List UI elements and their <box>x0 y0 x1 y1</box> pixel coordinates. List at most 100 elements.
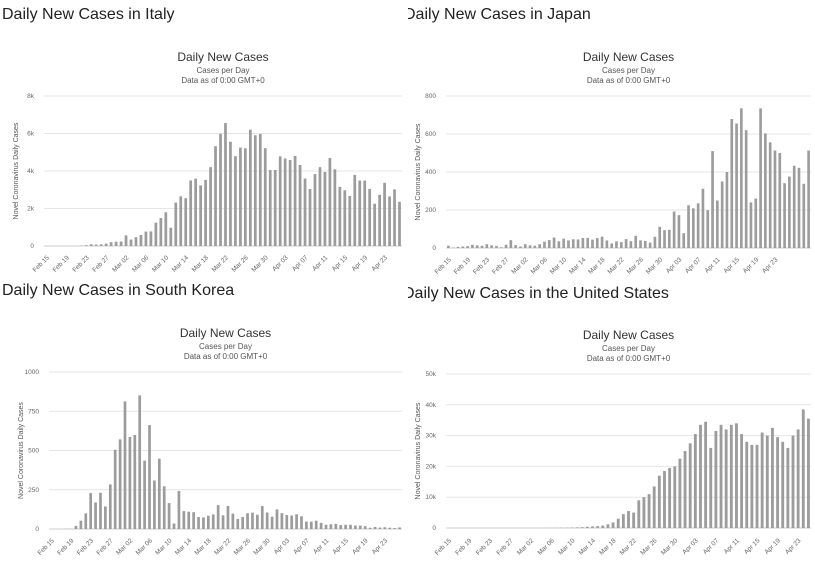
bar <box>373 203 377 246</box>
bar <box>740 108 743 248</box>
bar <box>461 246 465 248</box>
bar <box>184 198 188 246</box>
bar <box>149 231 153 246</box>
x-tick-label: Apr 15 <box>723 256 742 275</box>
bar <box>801 409 805 528</box>
bar <box>567 240 570 248</box>
x-tick-label: Apr 11 <box>723 537 741 555</box>
x-tick-label: Apr 23 <box>371 537 390 556</box>
x-tick-label: Apr 23 <box>371 254 390 273</box>
bar <box>696 203 700 248</box>
x-tick-label: Mar 14 <box>174 537 194 557</box>
bar <box>169 227 173 246</box>
x-tick-label: Mar 26 <box>233 537 253 557</box>
x-tick-label: Feb 27 <box>495 537 515 557</box>
chart-panel-italy: Daily New Cases in Italy Daily New Cases… <box>0 0 407 282</box>
bar <box>466 246 469 248</box>
bar <box>730 118 734 249</box>
x-tick-label: Mar 30 <box>252 537 272 557</box>
bar <box>343 190 347 246</box>
bar <box>557 241 561 248</box>
bar <box>807 150 810 248</box>
bar <box>538 244 541 248</box>
bar <box>788 176 791 248</box>
bar <box>485 244 489 248</box>
bar <box>275 509 279 530</box>
bar <box>637 500 641 528</box>
y-tick-label: 30k <box>426 433 437 440</box>
bar <box>580 527 584 528</box>
bar <box>273 170 277 246</box>
bar <box>368 188 372 246</box>
bar <box>172 523 176 529</box>
bar <box>447 245 450 248</box>
bar <box>253 135 257 246</box>
bar <box>354 525 357 529</box>
x-tick-label: Mar 22 <box>606 256 626 276</box>
chart-heading: Daily New Cases in South Korea <box>2 282 235 299</box>
bar <box>324 524 328 529</box>
bar <box>678 458 682 528</box>
bar <box>802 183 806 248</box>
bar <box>688 443 692 528</box>
bar <box>368 527 372 529</box>
bar <box>293 155 297 246</box>
bar <box>157 458 161 529</box>
x-tick-label: Mar 06 <box>131 254 151 274</box>
bar <box>760 432 764 528</box>
bar <box>792 165 796 248</box>
x-tick-label: Apr 11 <box>311 254 329 272</box>
bar <box>199 185 202 246</box>
bar <box>211 514 215 529</box>
bar <box>778 153 782 248</box>
bar <box>104 506 107 529</box>
y-tick-label: 10k <box>426 494 437 501</box>
bar <box>256 514 259 529</box>
x-tick-label: Feb 23 <box>71 254 91 274</box>
chart-heading: Daily New Cases in Japan <box>408 6 591 23</box>
bar <box>265 512 269 529</box>
chart-subtitle: Data as of 0:00 GMT+0 <box>181 76 265 85</box>
bar <box>278 156 282 246</box>
y-tick-label: 500 <box>28 448 39 455</box>
bar <box>759 108 762 248</box>
bar <box>229 141 232 246</box>
bar <box>290 515 294 529</box>
bar <box>585 526 589 528</box>
bar <box>164 212 168 246</box>
bar <box>344 524 347 529</box>
bar <box>353 175 357 246</box>
bar <box>298 165 302 246</box>
bar <box>216 505 220 529</box>
bar <box>363 526 367 529</box>
bar <box>221 515 225 529</box>
bar <box>251 512 254 529</box>
x-tick-label: Mar 10 <box>557 537 577 557</box>
bar <box>129 239 133 246</box>
bar <box>547 240 551 248</box>
y-tick-label: 8k <box>27 93 35 100</box>
chart-title: Daily New Cases <box>583 50 674 64</box>
bar <box>209 167 212 246</box>
y-axis-label: Novel Coronavirus Daily Cases <box>13 122 20 219</box>
chart-subtitle: Data as of 0:00 GMT+0 <box>184 352 268 361</box>
bar <box>214 146 217 246</box>
bar <box>621 514 625 528</box>
bar <box>239 147 242 246</box>
bar <box>378 194 381 246</box>
y-tick-label: 0 <box>35 526 39 533</box>
chart-subtitle: Cases per Day <box>197 66 250 75</box>
bar <box>600 236 604 248</box>
bar <box>605 240 609 248</box>
bar <box>219 133 222 246</box>
bar <box>765 435 769 528</box>
x-tick-label: Feb 27 <box>91 254 111 274</box>
x-tick-label: Feb 15 <box>37 537 57 557</box>
bar <box>204 179 207 246</box>
bar <box>576 239 580 248</box>
bar <box>648 242 652 248</box>
bar <box>189 180 193 246</box>
x-tick-label: Mar 18 <box>191 254 211 274</box>
x-tick-label: Mar 22 <box>213 537 233 557</box>
bar <box>192 512 195 529</box>
